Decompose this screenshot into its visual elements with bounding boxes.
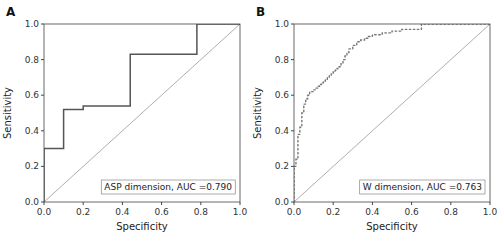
- x-tick-label: 0.0: [287, 207, 302, 217]
- x-tick: [122, 202, 123, 205]
- x-tick: [333, 202, 334, 205]
- y-tick: [41, 202, 44, 203]
- reference-line: [44, 24, 240, 202]
- annotation-group: W dimension, AUC =0.763: [360, 180, 485, 194]
- y-tick: [291, 95, 294, 96]
- x-tick: [161, 202, 162, 205]
- x-tick: [372, 202, 373, 205]
- y-tick: [41, 59, 44, 60]
- plot-area: [44, 24, 240, 202]
- panel: 0.0 0.2 0.4 0.6 0.8 1.0 0.0 0.2 0.4 0.6 0.8 1.0 Spec…: [2, 5, 247, 232]
- y-tick: [291, 24, 294, 25]
- x-tick: [490, 202, 491, 205]
- y-tick-label: 0.2: [25, 161, 39, 171]
- x-tick-label: 0.2: [326, 207, 340, 217]
- y-tick: [41, 166, 44, 167]
- y-tick: [41, 130, 44, 131]
- y-tick-label: 0.8: [25, 55, 40, 65]
- y-tick-label: 0.8: [275, 55, 290, 65]
- y-tick-label: 0.2: [275, 161, 289, 171]
- x-tick-label: 0.0: [37, 207, 52, 217]
- y-tick: [291, 59, 294, 60]
- roc-curve: [294, 24, 490, 202]
- y-axis-label: Sensitivity: [252, 87, 263, 139]
- x-tick-label: 0.4: [115, 207, 130, 217]
- y-tick: [41, 24, 44, 25]
- annotation: W dimension, AUC =0.763: [363, 182, 482, 192]
- plot-area: [294, 24, 490, 202]
- x-tick-label: 1.0: [483, 207, 498, 217]
- annotation-box: [101, 180, 235, 194]
- x-tick-label: 1.0: [233, 207, 248, 217]
- panel-label: B: [256, 5, 265, 19]
- y-tick-label: 0.0: [275, 197, 290, 207]
- x-tick-label: 0.8: [444, 207, 459, 217]
- x-tick: [411, 202, 412, 205]
- y-tick-label: 0.6: [275, 90, 290, 100]
- roc-curve: [44, 24, 240, 202]
- x-tick: [240, 202, 241, 205]
- y-tick: [291, 202, 294, 203]
- panel-label: A: [6, 5, 16, 19]
- y-tick: [41, 95, 44, 96]
- reference-line: [294, 24, 490, 202]
- x-tick: [83, 202, 84, 205]
- x-tick-label: 0.8: [194, 207, 209, 217]
- x-axis-label: Specificity: [366, 221, 418, 232]
- x-tick-label: 0.6: [404, 207, 419, 217]
- y-axis-label: Sensitivity: [2, 87, 13, 139]
- annotation: ASP dimension, AUC =0.790: [104, 182, 232, 192]
- panel: 0.0 0.2 0.4 0.6 0.8 1.0 0.0 0.2 0.4 0.6 0.8 1.0 Spec…: [252, 5, 497, 232]
- y-tick-label: 1.0: [25, 19, 40, 29]
- annotation-group: ASP dimension, AUC =0.790: [101, 180, 235, 194]
- x-tick-label: 0.4: [365, 207, 380, 217]
- chart: 0.0 0.2 0.4 0.6 0.8 1.0 0.0 0.2 0.4 0.6 0.8 1.0 Spec…: [0, 0, 500, 236]
- y-tick-label: 0.6: [25, 90, 40, 100]
- annotation-box: [360, 180, 485, 194]
- x-tick: [200, 202, 201, 205]
- y-tick-label: 1.0: [275, 19, 290, 29]
- x-tick-label: 0.6: [154, 207, 169, 217]
- plot-frame: [44, 24, 240, 202]
- x-axis-label: Specificity: [116, 221, 168, 232]
- plot-frame: [294, 24, 490, 202]
- y-tick-label: 0.4: [25, 126, 40, 136]
- y-tick: [291, 166, 294, 167]
- y-tick-label: 0.0: [25, 197, 40, 207]
- y-tick: [291, 130, 294, 131]
- y-tick-label: 0.4: [275, 126, 290, 136]
- x-tick: [450, 202, 451, 205]
- x-tick-label: 0.2: [76, 207, 90, 217]
